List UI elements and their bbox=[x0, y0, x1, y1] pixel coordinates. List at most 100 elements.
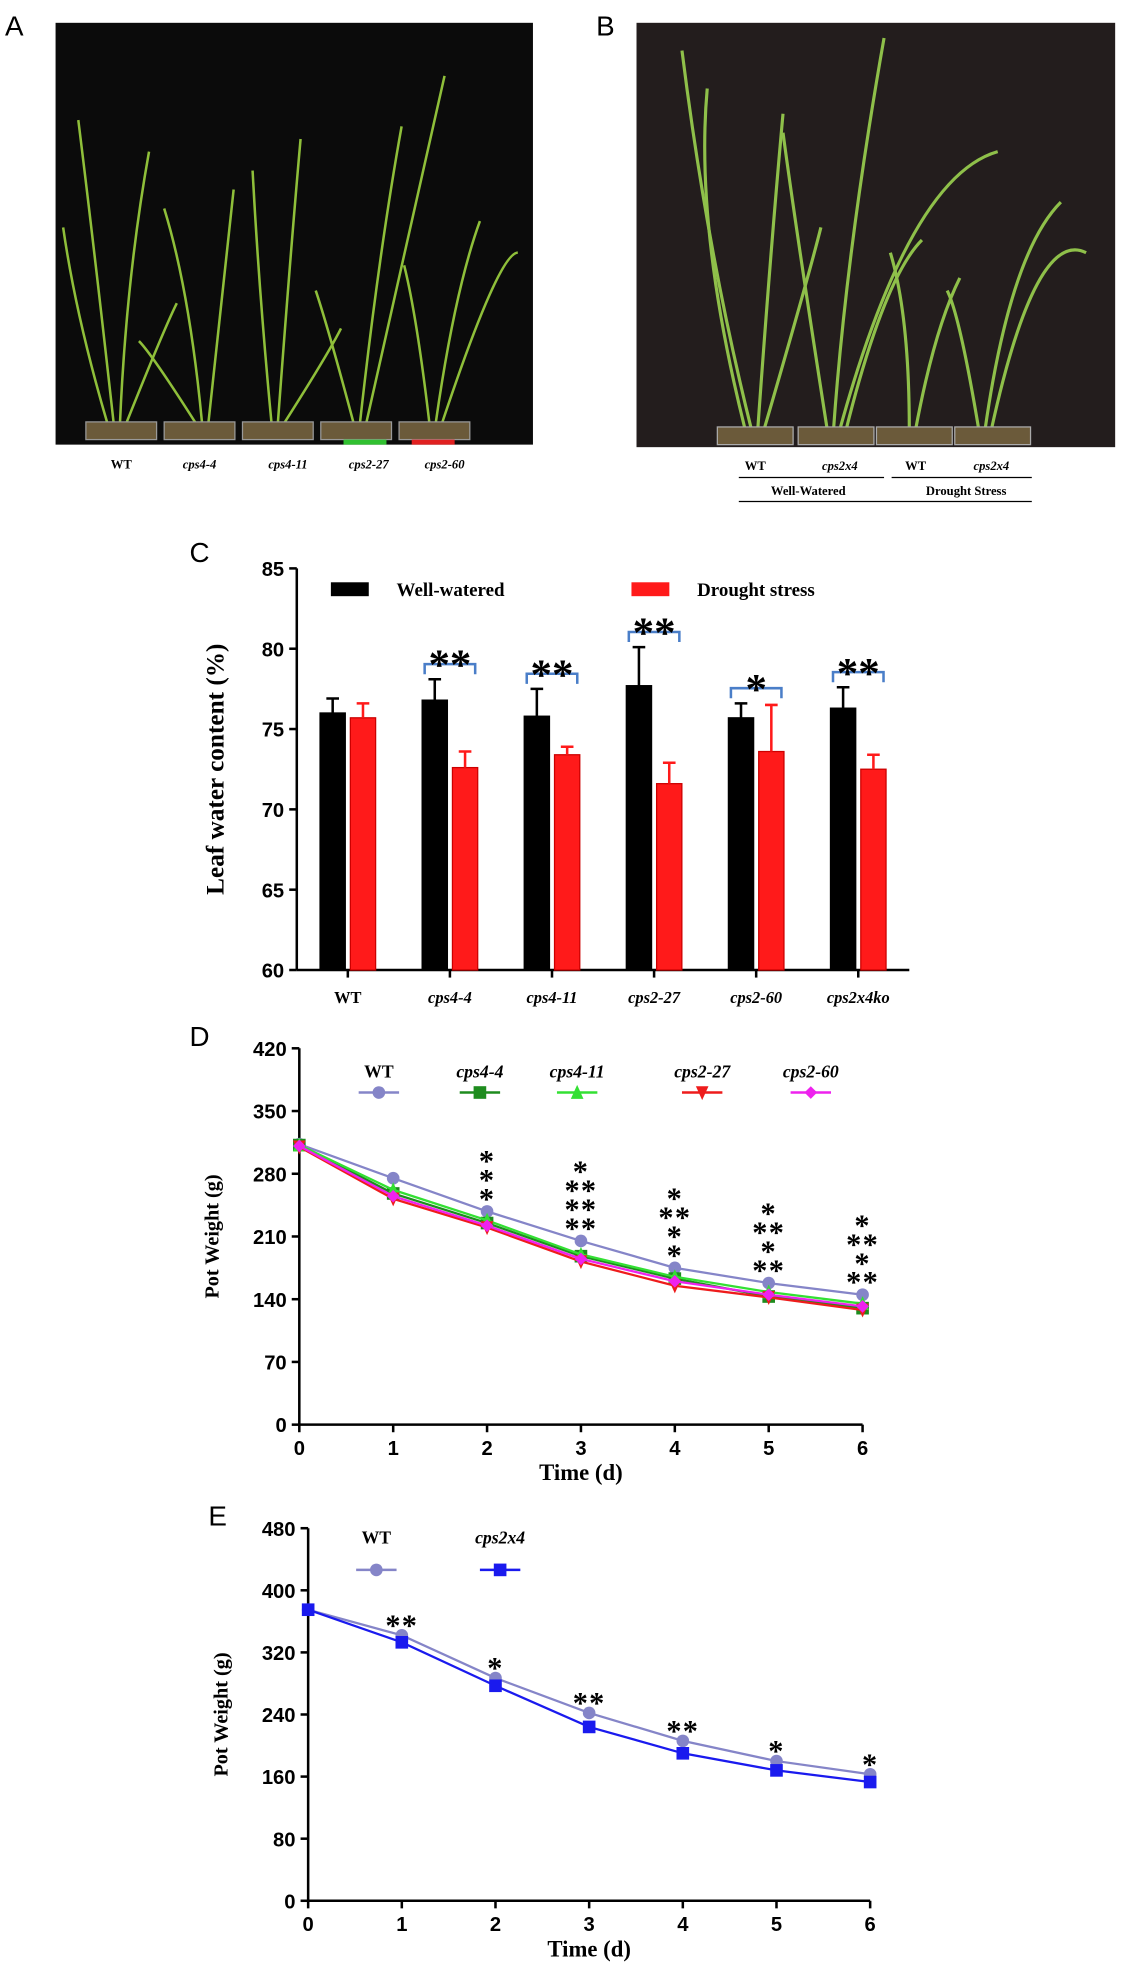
significance: * bbox=[487, 1651, 503, 1685]
y-tick-label: 0 bbox=[275, 1415, 286, 1437]
x-tick-label: cps2-60 bbox=[730, 988, 782, 1007]
bracket bbox=[831, 670, 885, 683]
error-bar bbox=[765, 703, 778, 752]
marker bbox=[473, 1086, 487, 1099]
marker bbox=[386, 1171, 400, 1185]
marker bbox=[493, 1563, 507, 1577]
marker bbox=[372, 1086, 386, 1099]
significance: * bbox=[745, 666, 766, 713]
significance: * bbox=[854, 1246, 870, 1280]
error-bar bbox=[356, 702, 370, 718]
y-tick-label: 280 bbox=[253, 1164, 287, 1186]
marker bbox=[856, 1288, 869, 1302]
marker bbox=[762, 1288, 776, 1302]
marker bbox=[582, 1706, 596, 1720]
significance: ** bbox=[565, 1174, 598, 1208]
bar bbox=[758, 750, 785, 971]
significance: ** bbox=[565, 1211, 598, 1245]
y-tick-label: 80 bbox=[262, 639, 284, 661]
legend-label: cps2-60 bbox=[783, 1061, 839, 1081]
bar bbox=[727, 717, 755, 971]
significance: ** bbox=[752, 1216, 785, 1250]
significance: * bbox=[479, 1163, 495, 1197]
marker bbox=[695, 1086, 709, 1101]
error-bar bbox=[836, 686, 850, 709]
legend-swatch bbox=[330, 582, 369, 597]
y-tick-label: 85 bbox=[262, 559, 284, 581]
significance: * bbox=[760, 1197, 776, 1231]
x-tick-label: 6 bbox=[865, 1914, 876, 1936]
significance: ** bbox=[573, 1686, 606, 1720]
significance: * bbox=[667, 1181, 683, 1215]
significance: * bbox=[667, 1238, 683, 1272]
bracket bbox=[525, 672, 579, 684]
significance: * bbox=[573, 1155, 589, 1189]
legend-label: Well-watered bbox=[397, 580, 505, 601]
caption: cps4-4 bbox=[183, 458, 217, 472]
bracket bbox=[729, 686, 783, 699]
x-tick-label: 3 bbox=[575, 1438, 586, 1460]
legend-label: WT bbox=[362, 1527, 392, 1547]
x-tick-label: 6 bbox=[857, 1438, 868, 1460]
y-tick-label: 75 bbox=[262, 720, 284, 742]
x-tick-label: WT bbox=[334, 988, 361, 1007]
significance: * bbox=[760, 1235, 776, 1269]
x-tick-label: cps2x4ko bbox=[827, 988, 890, 1007]
error-bar bbox=[662, 761, 676, 784]
marker bbox=[489, 1679, 502, 1693]
x-tick-label: 5 bbox=[771, 1914, 782, 1936]
caption: cps2x4 bbox=[822, 459, 858, 473]
caption: WT bbox=[905, 459, 927, 473]
marker bbox=[762, 1276, 776, 1290]
bar bbox=[319, 712, 346, 971]
y-tick-label: 70 bbox=[264, 1353, 286, 1375]
marker bbox=[676, 1734, 690, 1748]
significance: * bbox=[768, 1734, 784, 1768]
significance: ** bbox=[633, 610, 676, 657]
caption: cps2-60 bbox=[425, 458, 466, 472]
marker bbox=[804, 1086, 818, 1099]
bar bbox=[655, 783, 683, 971]
y-axis-label: Pot Weight (g) bbox=[210, 1652, 232, 1776]
legend-label: WT bbox=[364, 1061, 394, 1081]
caption: WT bbox=[745, 459, 767, 473]
significance: ** bbox=[846, 1265, 879, 1299]
x-tick-label: 0 bbox=[303, 1914, 314, 1936]
y-axis-label: Leaf water content (%) bbox=[202, 644, 230, 895]
y-tick-label: 420 bbox=[253, 1039, 287, 1061]
bar bbox=[451, 766, 479, 971]
x-tick-label: cps4-11 bbox=[526, 988, 577, 1007]
bar bbox=[523, 715, 551, 971]
bar bbox=[625, 685, 653, 971]
marker bbox=[574, 1252, 588, 1266]
error-bar bbox=[530, 687, 544, 717]
error-bar bbox=[632, 645, 646, 686]
y-tick-label: 0 bbox=[284, 1891, 295, 1913]
panel-label: C bbox=[189, 537, 209, 568]
x-tick-label: 2 bbox=[490, 1914, 501, 1936]
x-axis-label: Time (d) bbox=[547, 1936, 631, 1961]
marker bbox=[570, 1084, 584, 1099]
error-bar bbox=[867, 753, 880, 770]
x-tick-label: 4 bbox=[669, 1438, 681, 1460]
x-tick-label: cps4-4 bbox=[428, 988, 472, 1007]
marker bbox=[582, 1720, 596, 1734]
y-tick-label: 400 bbox=[262, 1581, 296, 1603]
group-label: Well-Watered bbox=[771, 484, 846, 498]
bar bbox=[421, 699, 449, 971]
significance: ** bbox=[385, 1608, 418, 1642]
marker bbox=[395, 1635, 409, 1649]
caption: cps2-27 bbox=[349, 458, 390, 472]
y-tick-label: 160 bbox=[262, 1767, 296, 1789]
x-tick-label: 1 bbox=[388, 1438, 399, 1460]
marker bbox=[301, 1603, 315, 1617]
significance: ** bbox=[531, 652, 574, 699]
significance: ** bbox=[658, 1200, 691, 1234]
y-tick-label: 240 bbox=[262, 1705, 296, 1727]
x-tick-label: 2 bbox=[481, 1438, 492, 1460]
legend-label: cps4-11 bbox=[550, 1061, 605, 1081]
significance: ** bbox=[837, 650, 880, 697]
group-label: Drought Stress bbox=[926, 484, 1007, 498]
y-axis-label: Pot Weight (g) bbox=[201, 1174, 223, 1298]
bar bbox=[349, 717, 377, 971]
